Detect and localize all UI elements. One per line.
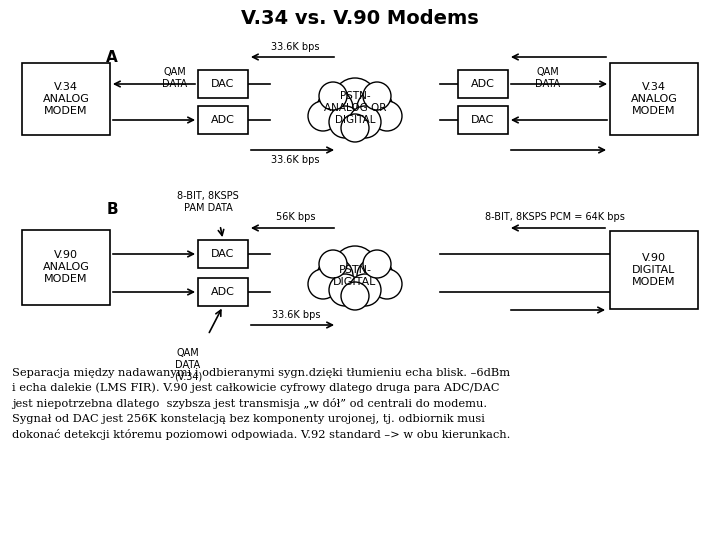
Circle shape bbox=[329, 106, 361, 138]
Bar bbox=[610, 63, 698, 135]
Bar bbox=[22, 230, 110, 305]
Circle shape bbox=[341, 282, 369, 310]
Bar bbox=[22, 63, 110, 135]
Circle shape bbox=[319, 250, 347, 278]
Text: 33.6K bps: 33.6K bps bbox=[271, 310, 320, 320]
Text: B: B bbox=[106, 202, 118, 218]
Circle shape bbox=[308, 269, 338, 299]
Circle shape bbox=[363, 250, 391, 278]
Text: ADC: ADC bbox=[471, 79, 495, 89]
Bar bbox=[610, 231, 698, 309]
Text: QAM
DATA
(V.34): QAM DATA (V.34) bbox=[174, 348, 202, 381]
Text: DAC: DAC bbox=[472, 115, 495, 125]
Text: ADC: ADC bbox=[211, 115, 235, 125]
Bar bbox=[198, 106, 248, 134]
Circle shape bbox=[333, 246, 377, 290]
Text: 8-BIT, 8KSPS PCM = 64K bps: 8-BIT, 8KSPS PCM = 64K bps bbox=[485, 212, 625, 222]
Text: PSTN-
DIGITAL: PSTN- DIGITAL bbox=[333, 265, 377, 287]
Text: DAC: DAC bbox=[211, 79, 235, 89]
Bar bbox=[198, 240, 248, 268]
Bar bbox=[458, 70, 508, 98]
Text: V.90
DIGITAL
MODEM: V.90 DIGITAL MODEM bbox=[632, 253, 676, 287]
Circle shape bbox=[317, 258, 353, 294]
Text: Separacja między nadawanymi i odbieranymi sygn.dzięki tłumieniu echa blisk. –6dB: Separacja między nadawanymi i odbieranym… bbox=[12, 368, 510, 440]
Circle shape bbox=[319, 82, 347, 110]
Circle shape bbox=[349, 106, 381, 138]
Text: QAM
DATA: QAM DATA bbox=[536, 67, 561, 89]
Text: V.90
ANALOG
MODEM: V.90 ANALOG MODEM bbox=[42, 249, 89, 285]
Text: PSTN-
ANALOG OR
DIGITAL: PSTN- ANALOG OR DIGITAL bbox=[324, 91, 386, 125]
Circle shape bbox=[333, 78, 377, 122]
Circle shape bbox=[329, 274, 361, 306]
Circle shape bbox=[349, 274, 381, 306]
Circle shape bbox=[308, 101, 338, 131]
Circle shape bbox=[363, 82, 391, 110]
Circle shape bbox=[317, 90, 353, 126]
Bar bbox=[458, 106, 508, 134]
Circle shape bbox=[372, 101, 402, 131]
Circle shape bbox=[341, 114, 369, 142]
Text: DAC: DAC bbox=[211, 249, 235, 259]
Text: 8-BIT, 8KSPS
PAM DATA: 8-BIT, 8KSPS PAM DATA bbox=[177, 191, 239, 213]
Circle shape bbox=[357, 258, 393, 294]
Text: V.34
ANALOG
MODEM: V.34 ANALOG MODEM bbox=[42, 82, 89, 117]
Text: ADC: ADC bbox=[211, 287, 235, 297]
Text: 56K bps: 56K bps bbox=[276, 212, 316, 222]
Circle shape bbox=[372, 269, 402, 299]
Bar bbox=[198, 278, 248, 306]
Text: V.34
ANALOG
MODEM: V.34 ANALOG MODEM bbox=[631, 82, 678, 117]
Text: V.34 vs. V.90 Modems: V.34 vs. V.90 Modems bbox=[241, 9, 479, 28]
Bar bbox=[198, 70, 248, 98]
Circle shape bbox=[357, 90, 393, 126]
Text: A: A bbox=[106, 51, 118, 65]
Text: QAM
DATA: QAM DATA bbox=[163, 67, 188, 89]
Text: 33.6K bps: 33.6K bps bbox=[271, 42, 319, 52]
Text: 33.6K bps: 33.6K bps bbox=[271, 155, 319, 165]
